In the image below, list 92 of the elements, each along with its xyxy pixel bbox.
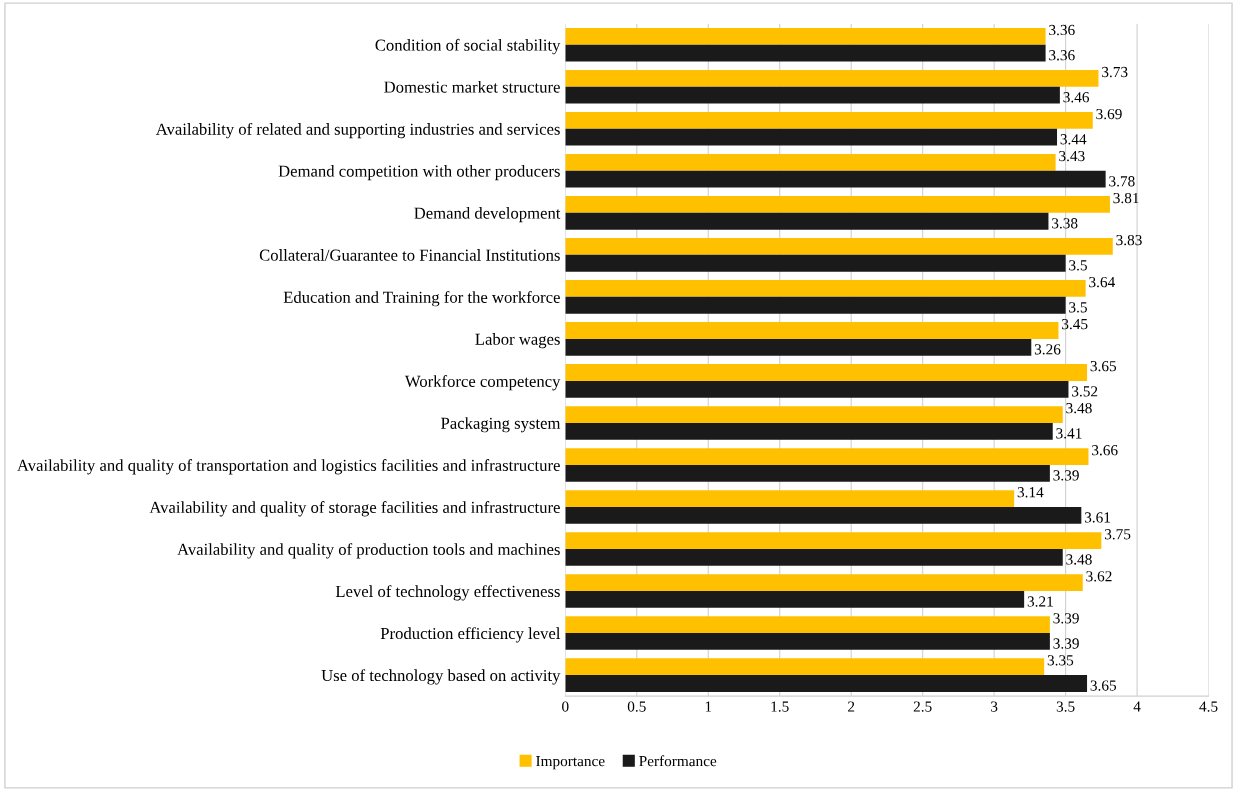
data-label: 3.39 — [1053, 470, 1079, 481]
y-tick-label: Domestic market structure — [384, 80, 560, 93]
data-label: 3.36 — [1049, 50, 1075, 61]
legend-label: Performance — [639, 755, 717, 767]
bar — [565, 532, 1102, 549]
x-tick-label: 0 — [562, 701, 569, 712]
bar — [565, 591, 1025, 608]
data-label: 3.52 — [1072, 386, 1098, 397]
data-label: 3.48 — [1066, 554, 1092, 565]
data-label: 3.64 — [1089, 276, 1115, 288]
data-label: 3.26 — [1034, 344, 1061, 355]
x-tick-label: 2.5 — [913, 701, 932, 712]
data-label: 3.65 — [1090, 361, 1117, 372]
bar — [565, 322, 1059, 339]
bar — [565, 27, 1046, 45]
y-tick-label: Availability of related and supporting industries and services — [155, 122, 560, 139]
data-label: 3.14 — [1017, 487, 1044, 498]
bar — [565, 549, 1063, 566]
bar — [565, 464, 1050, 482]
data-label: 3.81 — [1113, 192, 1139, 204]
data-label: 3.21 — [1027, 596, 1053, 607]
data-label: 3.39 — [1053, 613, 1079, 624]
data-label: 3.66 — [1092, 445, 1118, 456]
y-tick-label: Demand competition with other producers — [278, 165, 560, 181]
data-label: 3.65 — [1090, 680, 1117, 691]
bar — [565, 574, 1083, 592]
y-tick-label: Level of technology effectiveness — [335, 585, 560, 601]
data-label: 3.69 — [1096, 108, 1122, 120]
data-label: 3.83 — [1116, 234, 1142, 246]
y-tick-label: Availability and quality of transportation and logistics facilities and infrastructure — [17, 459, 560, 475]
x-tick-label: 0.5 — [627, 701, 646, 712]
y-tick-label: Use of technology based on activity — [321, 669, 561, 685]
data-label: 3.61 — [1084, 512, 1111, 523]
bar — [565, 212, 1049, 230]
data-label: 3.46 — [1063, 92, 1090, 103]
x-tick-label: 4.5 — [1199, 701, 1218, 712]
bar — [565, 633, 1050, 650]
bar — [565, 422, 1053, 440]
data-label: 3.44 — [1060, 134, 1087, 145]
data-label: 3.41 — [1056, 428, 1082, 439]
bar — [565, 448, 1089, 465]
y-tick-label: Demand development — [414, 207, 561, 223]
bar — [565, 170, 1106, 188]
data-label: 3.45 — [1062, 319, 1088, 330]
bar — [565, 296, 1066, 314]
bar — [565, 338, 1032, 356]
bar — [565, 675, 1088, 692]
y-tick-label: Packaging system — [441, 417, 561, 433]
data-label: 3.78 — [1109, 176, 1135, 187]
data-label: 3.5 — [1069, 302, 1087, 313]
y-tick-label: Condition of social stability — [375, 38, 561, 55]
bar — [565, 406, 1063, 423]
bar — [565, 364, 1088, 381]
bar — [565, 658, 1045, 676]
x-tick-label: 3 — [991, 701, 998, 712]
x-tick-label: 4 — [1133, 701, 1141, 712]
bar — [565, 128, 1058, 146]
bar — [565, 154, 1056, 171]
bar — [565, 69, 1099, 87]
bar — [565, 380, 1069, 398]
y-tick-label: Collateral/Guarantee to Financial Institutions — [259, 249, 560, 261]
y-tick-label: Availability and quality of production tools and machines — [177, 543, 560, 559]
data-label: 3.75 — [1104, 529, 1131, 540]
x-tick-label: 1.5 — [771, 701, 789, 712]
data-label: 3.73 — [1102, 66, 1128, 78]
bar — [565, 238, 1113, 255]
bar — [565, 280, 1086, 297]
bar — [565, 44, 1046, 62]
legend-label: Importance — [536, 756, 605, 770]
data-label: 3.35 — [1047, 655, 1074, 666]
x-tick-label: 1 — [705, 701, 712, 712]
bar — [565, 490, 1015, 507]
y-tick-label: Labor wages — [475, 333, 560, 349]
bar — [565, 86, 1060, 104]
data-label: 3.36 — [1049, 24, 1075, 36]
bar — [565, 616, 1050, 634]
bar — [565, 196, 1110, 213]
data-label: 3.48 — [1066, 403, 1092, 414]
data-label: 3.39 — [1053, 638, 1079, 649]
y-tick-label: Production efficiency level — [380, 627, 561, 643]
x-tick-label: 2 — [848, 701, 855, 712]
bar — [565, 111, 1093, 129]
y-tick-label: Workforce competency — [404, 375, 561, 391]
data-label: 3.62 — [1086, 571, 1112, 582]
data-label: 3.43 — [1059, 150, 1085, 162]
y-tick-label: Education and Training for the workforce — [283, 291, 560, 307]
bar — [565, 506, 1082, 524]
y-tick-label: Availability and quality of storage facilities and infrastructure — [149, 501, 560, 517]
x-tick-label: 3.5 — [1056, 701, 1075, 712]
bar — [565, 254, 1066, 272]
data-label: 3.38 — [1052, 218, 1078, 229]
data-label: 3.5 — [1069, 260, 1087, 271]
